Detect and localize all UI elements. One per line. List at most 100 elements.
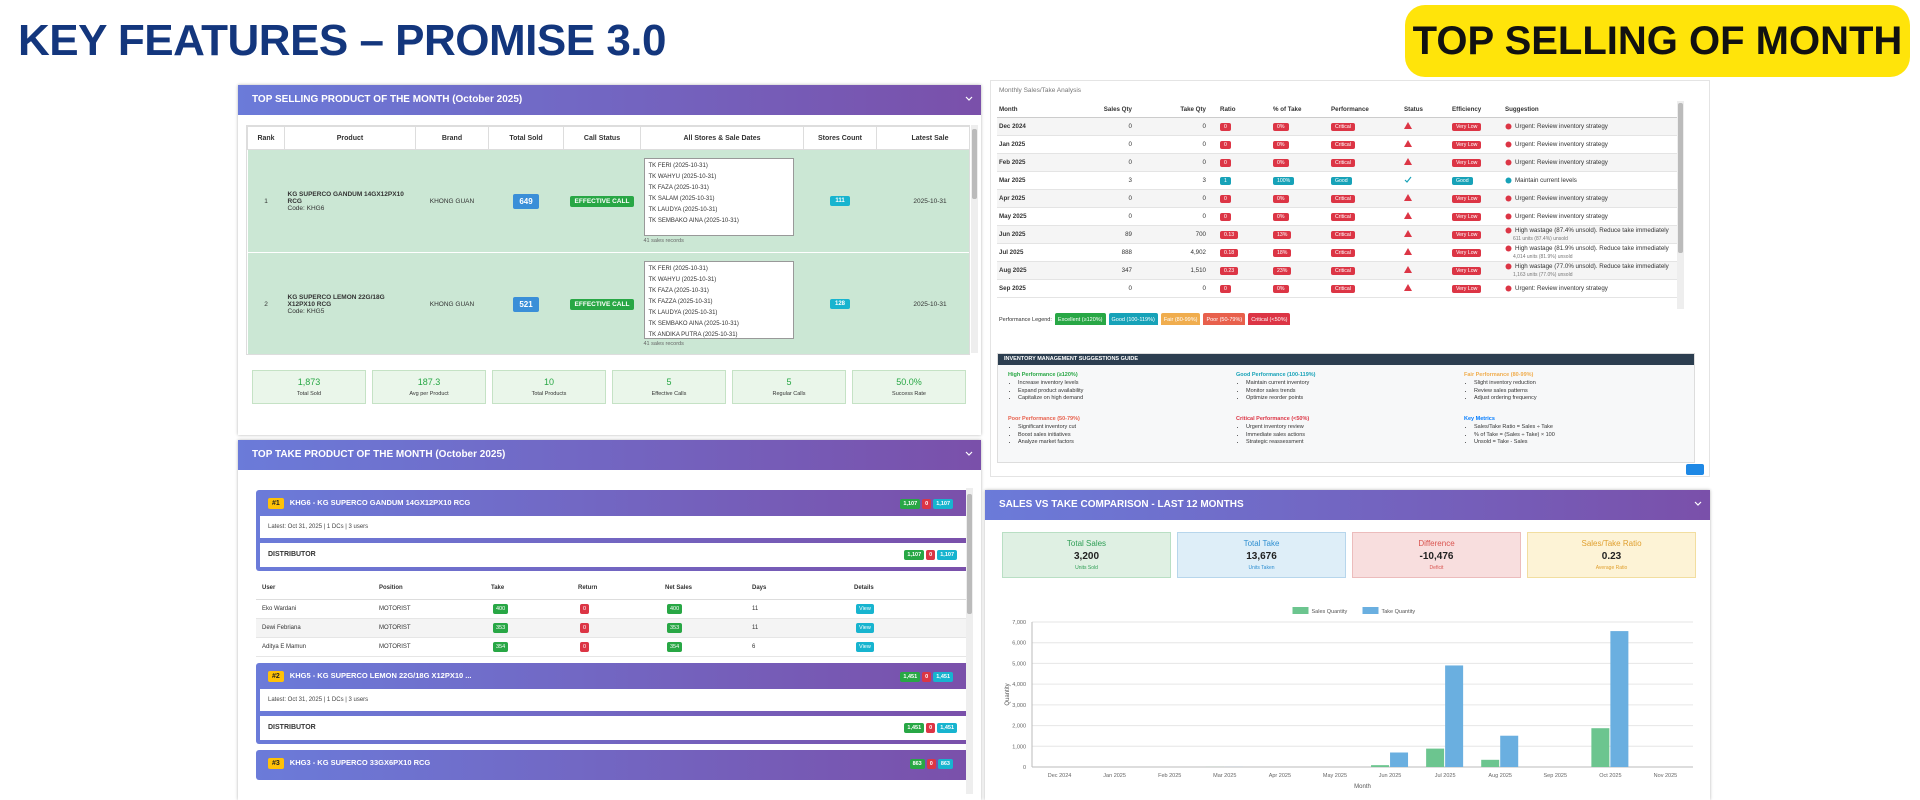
performance-cell: Critical (1329, 153, 1402, 172)
user-cell: Dewi Febriana (256, 618, 373, 638)
summary-label: Total Sold (296, 391, 322, 397)
legend-item: Good (100-119%) (1108, 313, 1158, 325)
suggestion-cell: Urgent: Review inventory strategy (1503, 189, 1677, 208)
guide-item: Unsold = Take - Sales (1474, 439, 1684, 447)
column-header: User (256, 577, 373, 600)
status-icon (1404, 230, 1412, 237)
view-button[interactable]: View (856, 642, 874, 652)
ratio-cell: 0.13 (1218, 225, 1271, 244)
pct-badge: 0% (1273, 140, 1289, 149)
store-item: TK WAHYU (2025-10-31) (648, 174, 717, 180)
user-row: Eko Wardani MOTORIST 400 0 400 11 View (256, 599, 971, 619)
take-qty: 0 (1144, 135, 1218, 154)
suggestion-note: 4,014 units (81.9%) unsold (1513, 253, 1573, 260)
status-cell (1402, 261, 1450, 280)
month: Aug 2025 (997, 261, 1070, 280)
stores-count-badge: 111 (830, 196, 850, 206)
collapse-icon[interactable] (1694, 501, 1702, 507)
ratio-cell: 0 (1218, 117, 1271, 136)
export-button[interactable] (1686, 464, 1704, 475)
efficiency-badge: Very Low (1452, 158, 1482, 167)
store-list[interactable]: TK FERI (2025-10-31) TK WAHYU (2025-10-31… (643, 158, 794, 236)
legend-item: Fair (80-99%) (1160, 313, 1201, 325)
user-cell: 353 (485, 618, 572, 638)
legend-item: Excellent (≥120%) (1054, 313, 1106, 325)
ratio-badge: 0.13 (1220, 230, 1239, 239)
status-cell (1402, 117, 1450, 136)
y-tick-label: 2,000 (1012, 724, 1026, 730)
product-code: Code: KHG6 (287, 204, 325, 212)
guide-header: INVENTORY MANAGEMENT SUGGESTIONS GUIDE (998, 354, 1694, 365)
suggestion-text: Maintain current levels (1515, 177, 1577, 185)
guide-section: Good Performance (100-119%) Maintain curr… (1236, 372, 1456, 403)
user-cell: MOTORIST (373, 599, 485, 619)
collapse-icon[interactable] (965, 451, 973, 457)
performance-cell: Critical (1329, 261, 1402, 280)
pct-cell: 0% (1271, 207, 1329, 226)
column-header: Call Status (563, 126, 641, 150)
performance-badge: Critical (1331, 194, 1355, 203)
suggestion-text: Urgent: Review inventory strategy (1515, 123, 1608, 131)
y-tick-label: 0 (1023, 765, 1026, 771)
store-item: TK ANDIKA PUTRA (2025-10-31) (648, 332, 738, 338)
product-card: #3 KHG3 - KG SUPERCO 33GX6PX10 RCG 863 0 863 (256, 750, 971, 780)
column-header: Status (1402, 101, 1450, 118)
store-item: TK SALAM (2025-10-31) (648, 196, 715, 202)
count-badge: 0 (922, 672, 932, 682)
summary-value: 187.3 (417, 377, 441, 387)
efficiency-cell: Very Low (1450, 225, 1503, 244)
title-badge: TOP SELLING OF MONTH (1405, 5, 1910, 77)
x-tick-label: May 2025 (1323, 773, 1347, 779)
status-cell (1402, 225, 1450, 244)
card-note: Units Sold (1075, 565, 1098, 571)
count-badge: 0 (926, 759, 936, 769)
scrollbar[interactable] (971, 125, 978, 353)
column-header: Return (572, 577, 659, 600)
product-name: KHG6 - KG SUPERCO GANDUM 14GX12PX10 RCG (289, 498, 471, 507)
icon-dot (1505, 177, 1512, 184)
icon-dot (1505, 213, 1512, 220)
efficiency-cell: Very Low (1450, 279, 1503, 298)
top-take-panel: TOP TAKE PRODUCT OF THE MONTH (October 2… (238, 440, 981, 800)
warning-icon (1404, 140, 1412, 147)
suggestion-text: Urgent: Review inventory strategy (1515, 195, 1608, 203)
status-icon (1404, 284, 1412, 291)
call-status-badge: EFFECTIVE CALL (569, 298, 635, 310)
scrollbar[interactable] (1677, 101, 1684, 309)
distributor-row[interactable]: DISTRIBUTOR 1,451 0 1,451 (260, 716, 967, 740)
legend-item: Poor (50-79%) (1203, 313, 1246, 325)
status-cell (1402, 189, 1450, 208)
count-badge: 0 (926, 550, 936, 560)
panel-header: SALES VS TAKE COMPARISON - LAST 12 MONTH… (985, 490, 1710, 520)
column-header: Net Sales (659, 577, 746, 600)
distributor-row[interactable]: DISTRIBUTOR 1,107 0 1,107 (260, 543, 967, 567)
view-button[interactable]: View (856, 604, 874, 614)
suggestion-text: High wastage (87.4% unsold). Reduce take… (1515, 227, 1669, 235)
performance-cell: Critical (1329, 225, 1402, 244)
month-row: Jul 2025 888 4,902 0.18 18% Critical Very Low H… (997, 243, 1677, 262)
warning-icon (1404, 158, 1412, 165)
product-name: KHG3 - KG SUPERCO 33GX6PX10 RCG (289, 758, 431, 767)
pct-badge: 0% (1273, 212, 1289, 221)
guide-section-title: Critical Performance (<50%) (1236, 416, 1310, 422)
efficiency-badge: Very Low (1452, 140, 1482, 149)
ratio-cell: 0 (1218, 279, 1271, 298)
suggestions-guide: INVENTORY MANAGEMENT SUGGESTIONS GUIDE Hi… (997, 353, 1695, 463)
header-row: Rank Product Brand Total Sold Call Status All… (247, 126, 969, 150)
page-title: KEY FEATURES – PROMISE 3.0 (18, 16, 667, 65)
x-tick-label: Apr 2025 (1269, 773, 1291, 779)
scrollbar[interactable] (966, 488, 973, 794)
suggestion-note: 611 units (87.4%) unsold (1513, 235, 1568, 242)
column-header: Take (485, 577, 572, 600)
panel-header: TOP SELLING PRODUCT OF THE MONTH (Octobe… (238, 85, 981, 115)
icon-dot (1505, 123, 1512, 130)
user-cell: 0 (572, 599, 659, 619)
total-sold-badge: 521 (513, 296, 539, 312)
performance-badge: Critical (1331, 158, 1355, 167)
store-list[interactable]: TK FERI (2025-10-31) TK WAHYU (2025-10-31… (643, 261, 794, 339)
collapse-icon[interactable] (965, 96, 973, 102)
view-button[interactable]: View (856, 623, 874, 633)
status-icon (1404, 212, 1412, 219)
pct-cell: 0% (1271, 117, 1329, 136)
